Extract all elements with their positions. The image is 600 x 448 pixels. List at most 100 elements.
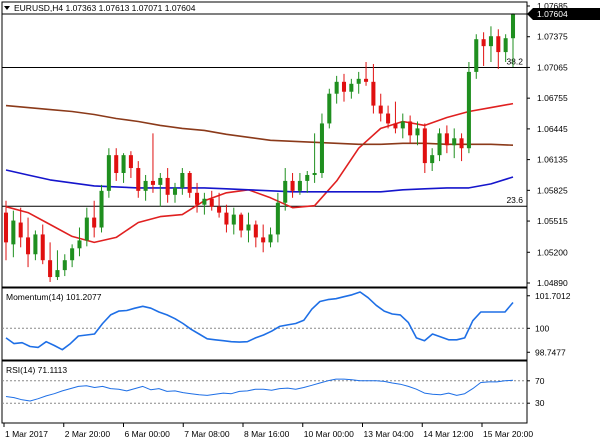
- candle: [459, 133, 464, 162]
- candle: [77, 227, 82, 257]
- candle-body: [217, 206, 222, 213]
- momentum-line: [5, 291, 514, 351]
- candle: [121, 153, 126, 183]
- candle: [158, 172, 163, 207]
- price-tick-label: 1.06135: [537, 155, 568, 165]
- candle-body: [246, 224, 251, 231]
- candle: [11, 210, 16, 258]
- candle-body: [371, 81, 376, 106]
- candle: [371, 63, 376, 114]
- candle: [341, 73, 347, 102]
- candle-body: [474, 39, 479, 72]
- candle-body: [261, 237, 266, 243]
- time-axis: 1 Mar 2017 2 Mar 20:00 6 Mar 00:00 7 Mar 08…: [3, 423, 533, 439]
- candle-body: [158, 177, 163, 185]
- candle: [84, 207, 89, 247]
- price-tick-label: 1.06445: [537, 124, 568, 134]
- momentum-title: Momentum(14) 101.2077: [6, 292, 102, 302]
- candle: [55, 250, 60, 281]
- candle: [386, 105, 391, 129]
- fib-level-label: 23.6: [506, 195, 523, 205]
- candle: [261, 224, 266, 253]
- fib-level-label: 38.2: [506, 56, 523, 66]
- candle-body: [319, 123, 324, 173]
- candle-body: [18, 222, 23, 238]
- candle-body: [496, 36, 501, 53]
- candle-body: [334, 81, 339, 94]
- candle-body: [481, 39, 486, 47]
- candle: [202, 192, 207, 215]
- candle-body: [415, 128, 420, 136]
- candle: [283, 168, 288, 211]
- candle: [268, 227, 273, 248]
- time-tick-label: 15 Mar 20:00: [483, 429, 533, 439]
- ma_brown-ma-line: [5, 104, 514, 146]
- candle-body: [488, 36, 493, 47]
- candle-body: [195, 192, 200, 205]
- momentum-series: [2, 291, 527, 351]
- candle-body: [3, 212, 9, 243]
- ma_blue-ma-line: [5, 169, 514, 193]
- candle-body: [40, 234, 45, 261]
- momentum-tick-label: 101.7012: [535, 291, 571, 301]
- dropdown-triangle-icon[interactable]: [4, 6, 10, 10]
- candle: [356, 71, 361, 94]
- rsi-series: [2, 378, 527, 404]
- candle-body: [172, 187, 178, 195]
- candle-body: [224, 212, 229, 225]
- candle: [143, 174, 148, 201]
- candle-body: [290, 180, 295, 191]
- candle-body: [466, 71, 471, 149]
- candle-body: [239, 214, 244, 231]
- candle-body: [121, 155, 126, 173]
- candle: [128, 151, 133, 178]
- price-tick-label: 1.05200: [537, 247, 568, 257]
- candle: [503, 34, 508, 62]
- rsi-tick-label: 70: [535, 376, 545, 386]
- candle: [275, 192, 280, 243]
- candle: [246, 212, 251, 243]
- candle-body: [378, 105, 383, 114]
- candle-body: [510, 14, 516, 39]
- candle: [106, 148, 111, 198]
- candle: [334, 75, 339, 104]
- candle-body: [70, 248, 75, 261]
- time-tick-label: 1 Mar 2017: [5, 429, 48, 439]
- last-price-badge: 1.07604: [527, 8, 600, 21]
- candle: [26, 217, 31, 268]
- price-tick-label: 1.04890: [537, 278, 568, 288]
- candle-body: [114, 155, 119, 173]
- candle-body: [150, 180, 155, 185]
- candle-body: [422, 128, 427, 164]
- candle: [92, 200, 97, 238]
- time-tick-label: 14 Mar 12:00: [423, 429, 473, 439]
- candle-body: [202, 198, 207, 205]
- candle: [319, 113, 324, 178]
- candle-body: [393, 123, 398, 129]
- price-tick-label: 1.07375: [537, 32, 568, 42]
- candle-body: [180, 172, 185, 188]
- momentum-tick-label: 100: [535, 323, 549, 333]
- candle-body: [55, 270, 60, 278]
- candle: [217, 192, 222, 218]
- candle: [488, 26, 493, 62]
- candle-body: [231, 214, 236, 225]
- candle: [430, 148, 435, 172]
- candle: [422, 123, 427, 173]
- candle: [474, 34, 479, 79]
- candle-body: [106, 155, 111, 191]
- momentum-panel: Momentum(14) 101.2077 101.7012 100 98.7477: [1, 287, 571, 361]
- candle-body: [297, 180, 302, 191]
- candle: [136, 161, 141, 198]
- candle: [437, 128, 442, 162]
- ema_red-ma-line: [5, 102, 514, 244]
- candle-body: [400, 121, 405, 129]
- time-tick-label: 7 Mar 08:00: [184, 429, 230, 439]
- candle-body: [386, 113, 391, 124]
- candle-body: [26, 237, 31, 255]
- candle-body: [136, 168, 141, 191]
- candle: [415, 121, 420, 146]
- candle: [239, 212, 244, 238]
